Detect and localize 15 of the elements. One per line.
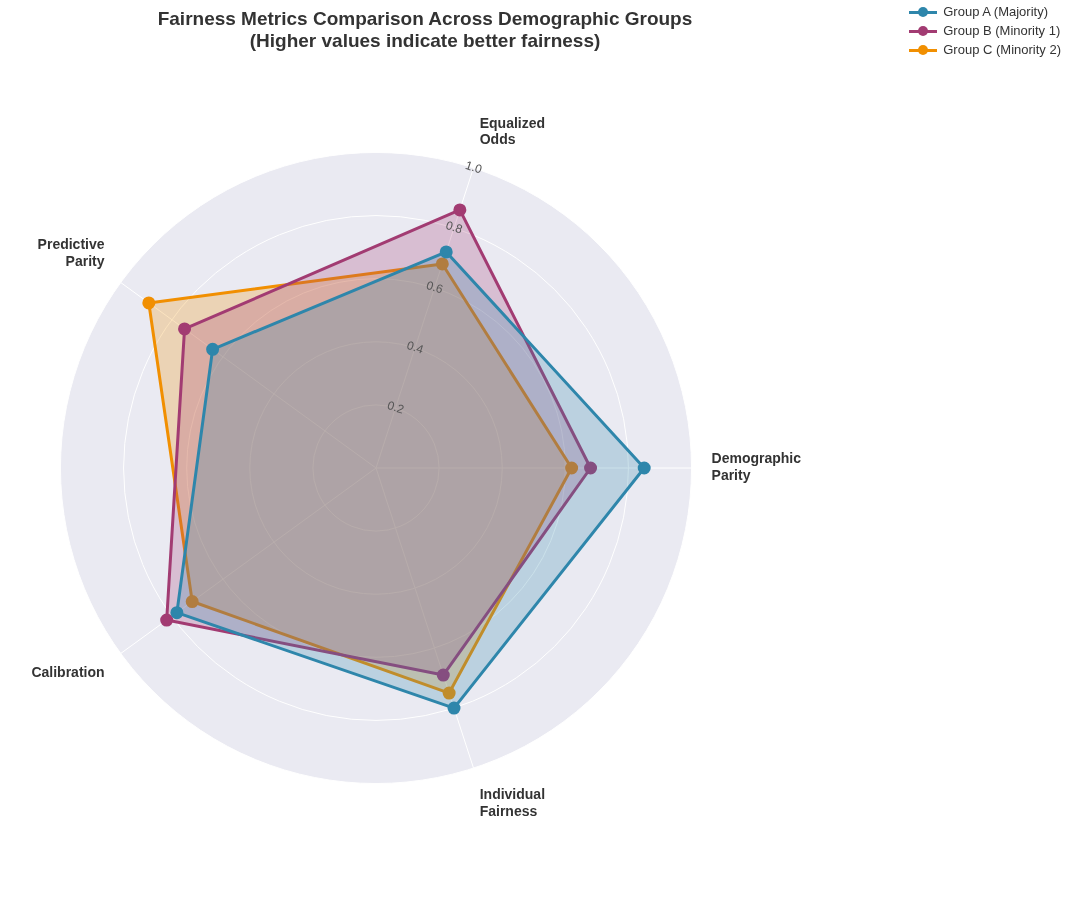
chart-title: Fairness Metrics Comparison Across Demographic Groups [156, 8, 694, 30]
legend-label: Group C (Minority 2) [943, 42, 1061, 57]
spoke-label: Individual Fairness [479, 786, 546, 820]
legend-label: Group B (Minority 1) [943, 23, 1061, 38]
text: (Higher values indicate better fairness) [248, 30, 602, 52]
y-tick-label: 1.0 [463, 158, 485, 177]
y-tick-label: 0.4 [405, 338, 426, 357]
legend-label: Group A (Majority) [943, 4, 1049, 19]
spoke-label: Predictive Parity [37, 236, 105, 270]
spoke-label: Equalized Odds [479, 114, 546, 148]
y-tick-label: 0.6 [424, 278, 446, 297]
y-tick-label: 0.2 [385, 398, 407, 417]
spoke-label: Demographic Parity [711, 450, 802, 484]
spoke-label: Calibration [31, 664, 105, 681]
y-tick-label: 0.8 [444, 218, 465, 237]
